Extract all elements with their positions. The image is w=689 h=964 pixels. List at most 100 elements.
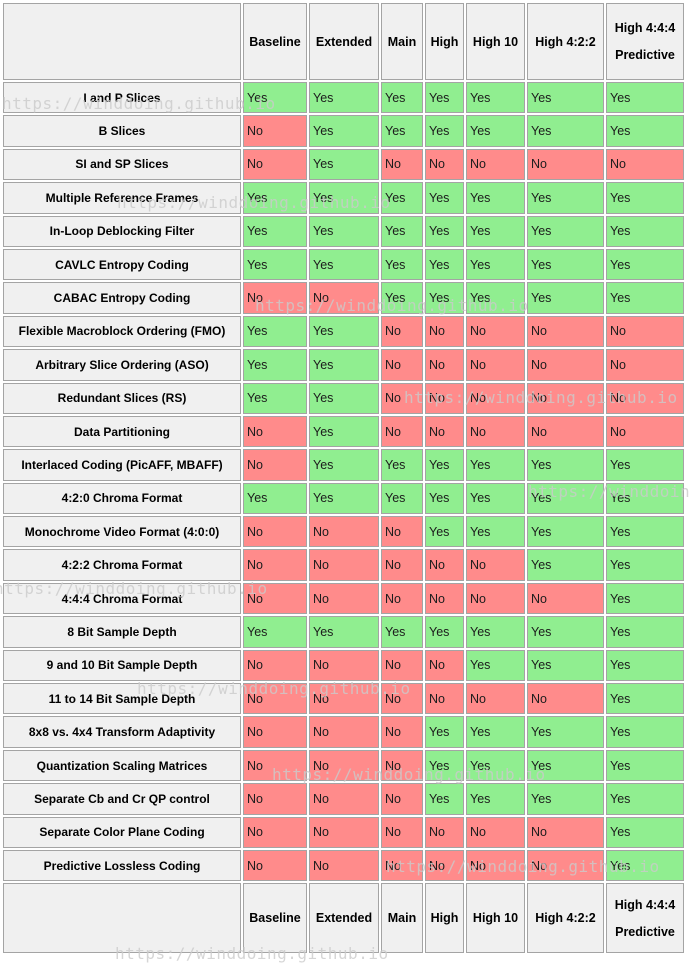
value-cell-high-4-4-4: Yes [606, 282, 684, 314]
value-cell-high-4-2-2: Yes [527, 749, 604, 782]
corner-cell-top [3, 3, 241, 80]
feature-label-separate-color-plane-coding: Separate Color Plane Coding [3, 816, 241, 848]
value-cell-high-4-4-4: Yes [606, 516, 684, 548]
value-cell-main: No [381, 716, 423, 748]
value-cell-baseline: No [243, 516, 307, 548]
value-cell-baseline: No [243, 115, 307, 147]
value-cell-extended: No [309, 516, 379, 548]
value-cell-baseline: No [243, 849, 307, 882]
column-header-high-bottom: High [425, 883, 464, 954]
column-label: Main [387, 911, 417, 926]
table-row: 8x8 vs. 4x4 Transform Adaptivity No No No Ye… [3, 716, 684, 748]
value-cell-high-10: No [466, 582, 525, 615]
value-cell-baseline: Yes [243, 349, 307, 381]
value-cell-high-4-4-4: No [606, 315, 684, 348]
value-cell-high: Yes [425, 783, 464, 815]
column-header-extended-top: Extended [309, 3, 379, 80]
value-cell-high-10: Yes [466, 482, 525, 515]
value-cell-high: No [425, 582, 464, 615]
value-cell-baseline: Yes [243, 248, 307, 281]
value-cell-high-10: Yes [466, 215, 525, 247]
column-label: Main [387, 34, 417, 49]
value-cell-extended: Yes [309, 616, 379, 648]
value-cell-high-10: Yes [466, 749, 525, 782]
table-row: Arbitrary Slice Ordering (ASO) Yes Yes No No… [3, 349, 684, 381]
value-cell-baseline: No [243, 683, 307, 715]
feature-label-arbitrary-slice-ordering-aso: Arbitrary Slice Ordering (ASO) [3, 349, 241, 381]
value-cell-baseline: No [243, 582, 307, 615]
value-cell-high: No [425, 816, 464, 848]
value-cell-high: No [425, 549, 464, 581]
value-cell-high-4-2-2: No [527, 148, 604, 181]
feature-label-quantization-scaling-matrices: Quantization Scaling Matrices [3, 749, 241, 782]
value-cell-high-10: Yes [466, 449, 525, 481]
value-cell-high: Yes [425, 215, 464, 247]
value-cell-high-4-4-4: Yes [606, 582, 684, 615]
column-header-extended-bottom: Extended [309, 883, 379, 954]
value-cell-high: Yes [425, 115, 464, 147]
value-cell-high-10: Yes [466, 716, 525, 748]
value-cell-high-10: No [466, 816, 525, 848]
value-cell-extended: No [309, 849, 379, 882]
value-cell-main: No [381, 683, 423, 715]
table-row: 8 Bit Sample Depth Yes Yes Yes Yes Yes Yes Yes [3, 616, 684, 648]
value-cell-high: Yes [425, 482, 464, 515]
table-row: CABAC Entropy Coding No No Yes Yes Yes Yes Yes [3, 282, 684, 314]
value-cell-high: Yes [425, 616, 464, 648]
table-row: CAVLC Entropy Coding Yes Yes Yes Yes Yes Yes Ye… [3, 248, 684, 281]
table-row: Separate Color Plane Coding No No No No No No Y… [3, 816, 684, 848]
value-cell-baseline: No [243, 549, 307, 581]
value-cell-baseline: No [243, 415, 307, 448]
feature-label-monochrome-video-format-4-0-0: Monochrome Video Format (4:0:0) [3, 516, 241, 548]
value-cell-main: Yes [381, 449, 423, 481]
feature-label-4-2-2-chroma-format: 4:2:2 Chroma Format [3, 549, 241, 581]
value-cell-high-10: Yes [466, 516, 525, 548]
value-cell-extended: Yes [309, 182, 379, 214]
column-label: Baseline [249, 911, 301, 926]
table-row: Monochrome Video Format (4:0:0) No No No Yes… [3, 516, 684, 548]
value-cell-high: Yes [425, 182, 464, 214]
value-cell-high-10: Yes [466, 649, 525, 682]
column-label: High 10 [472, 911, 519, 926]
table-body: I and P Slices Yes Yes Yes Yes Yes Yes Yes B Sli… [3, 82, 684, 882]
value-cell-baseline: No [243, 716, 307, 748]
column-header-high-10-top: High 10 [466, 3, 525, 80]
column-header-high-4-2-2-bottom: High 4:2:2 [527, 883, 604, 954]
value-cell-extended: Yes [309, 482, 379, 515]
value-cell-extended: No [309, 549, 379, 581]
value-cell-high: No [425, 382, 464, 414]
value-cell-high-10: No [466, 382, 525, 414]
value-cell-high-4-4-4: Yes [606, 649, 684, 682]
value-cell-high-4-4-4: Yes [606, 849, 684, 882]
value-cell-high-4-2-2: Yes [527, 82, 604, 114]
column-header-high-10-bottom: High 10 [466, 883, 525, 954]
feature-label-4-4-4-chroma-format: 4:4:4 Chroma Format [3, 582, 241, 615]
value-cell-high: No [425, 683, 464, 715]
value-cell-high-10: No [466, 683, 525, 715]
value-cell-high-4-4-4: Yes [606, 482, 684, 515]
column-label: Baseline [249, 34, 301, 49]
value-cell-baseline: No [243, 449, 307, 481]
value-cell-extended: No [309, 683, 379, 715]
column-header-baseline-top: Baseline [243, 3, 307, 80]
value-cell-high: Yes [425, 449, 464, 481]
value-cell-high: Yes [425, 716, 464, 748]
feature-label-predictive-lossless-coding: Predictive Lossless Coding [3, 849, 241, 882]
value-cell-baseline: No [243, 148, 307, 181]
feature-label-11-to-14-bit-sample-depth: 11 to 14 Bit Sample Depth [3, 683, 241, 715]
value-cell-main: Yes [381, 182, 423, 214]
feature-label-data-partitioning: Data Partitioning [3, 415, 241, 448]
value-cell-main: Yes [381, 616, 423, 648]
value-cell-high-10: Yes [466, 783, 525, 815]
column-header-high-4-2-2-top: High 4:2:2 [527, 3, 604, 80]
value-cell-high-4-4-4: No [606, 349, 684, 381]
value-cell-high-10: No [466, 315, 525, 348]
value-cell-baseline: Yes [243, 482, 307, 515]
value-cell-high-4-2-2: Yes [527, 516, 604, 548]
column-header-high-4-4-4-top: High 4:4:4 Predictive [606, 3, 684, 80]
value-cell-high-4-4-4: Yes [606, 783, 684, 815]
feature-label-multiple-reference-frames: Multiple Reference Frames [3, 182, 241, 214]
value-cell-main: No [381, 516, 423, 548]
value-cell-high-4-2-2: Yes [527, 783, 604, 815]
value-cell-high-4-4-4: No [606, 415, 684, 448]
